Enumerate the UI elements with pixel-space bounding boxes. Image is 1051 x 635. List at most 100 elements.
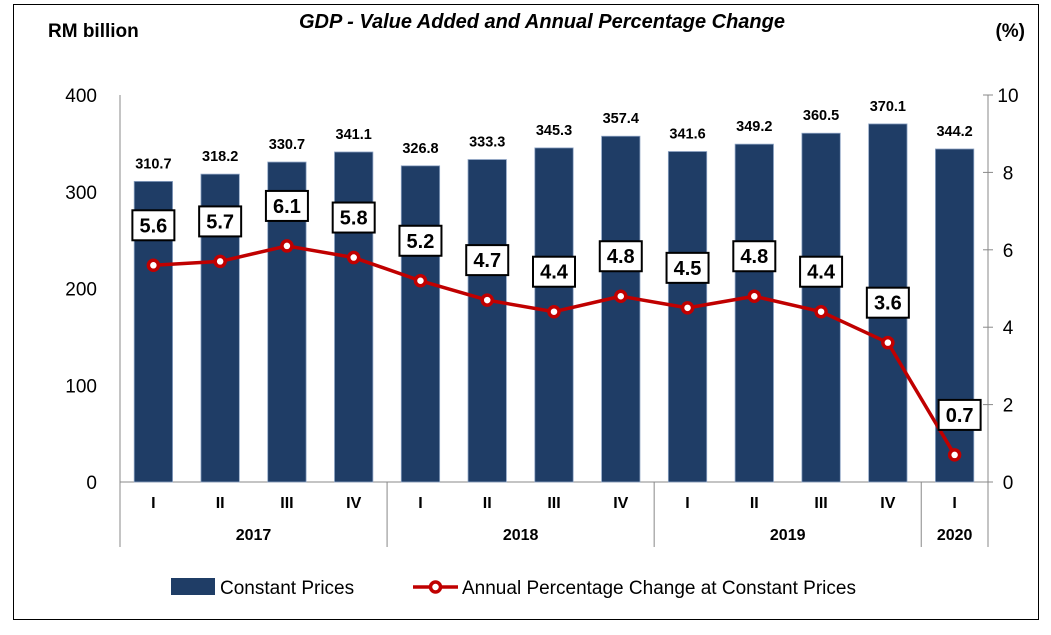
category-tick-label: I [418, 495, 422, 512]
line-value-label: 4.4 [540, 262, 569, 284]
line-marker [146, 258, 161, 273]
line-value-label: 5.6 [139, 215, 167, 237]
category-tick-label: III [547, 495, 560, 512]
bar [400, 165, 441, 483]
line-value-label: 4.5 [674, 258, 702, 280]
category-tick-label: IV [613, 495, 628, 512]
bar-value-label: 370.1 [870, 99, 906, 115]
category-tick-label: II [216, 495, 225, 512]
line-value-label-box [937, 398, 982, 431]
line-value-label: 3.6 [874, 293, 902, 315]
legend-label-annual-change: Annual Percentage Change at Constant Pri… [462, 578, 856, 599]
line-marker [614, 289, 628, 303]
line-value-label-box [131, 209, 176, 242]
right-axis-tick-label: 4 [1003, 318, 1014, 339]
line-value-label: 5.2 [407, 231, 435, 253]
bar-value-label: 330.7 [269, 137, 305, 153]
bar-value-label: 310.7 [135, 156, 171, 172]
category-tick-label: I [952, 495, 956, 512]
line-marker [280, 239, 294, 253]
bar-value-label: 360.5 [803, 108, 839, 124]
bar [467, 159, 507, 483]
line-value-label-box [465, 244, 510, 277]
left-axis-tick-label: 100 [65, 376, 97, 397]
y-axis-label: RM billion [48, 21, 139, 42]
legend: Constant Prices Annual Percentage Change… [171, 578, 856, 599]
category-tick-label: I [685, 495, 689, 512]
bar [334, 151, 374, 483]
bar-value-label: 344.2 [936, 124, 972, 140]
category-tick-label: III [280, 495, 293, 512]
line-value-label: 5.7 [206, 211, 234, 233]
bar-value-label: 349.2 [736, 119, 772, 135]
left-axis-tick-label: 400 [65, 86, 97, 107]
line-marker [814, 304, 828, 319]
line-value-label-box [198, 205, 243, 238]
left-axis-tick-label: 200 [65, 280, 97, 301]
bar-value-label: 333.3 [469, 135, 505, 151]
right-axis-tick-label: 8 [1003, 163, 1014, 184]
legend-label-constant-prices: Constant Prices [220, 578, 354, 599]
line-marker [680, 301, 695, 315]
line-value-label: 4.7 [473, 250, 501, 272]
line-marker [480, 293, 494, 307]
bar-labels: 310.7 318.2 330.7 341.1 326.8 333.3 345.3 357.4… [135, 99, 973, 172]
line-marker [413, 274, 428, 288]
line-value-label: 6.1 [273, 196, 301, 218]
year-label: 2020 [937, 527, 973, 544]
right-axis-tick-label: 0 [1003, 473, 1014, 494]
right-axis-tick-label: 10 [997, 86, 1018, 107]
year-label: 2019 [770, 527, 806, 544]
bar-value-label: 341.6 [669, 127, 705, 143]
right-axis-tick-label: 2 [1003, 396, 1014, 417]
bar [667, 151, 708, 483]
line-value-label-box [532, 255, 576, 288]
line-value-label: 5.8 [340, 208, 368, 230]
category-tick-label: II [750, 495, 759, 512]
line-value-label-box [732, 240, 777, 273]
line-value-label-box [398, 224, 443, 257]
line-marker [947, 448, 962, 462]
line-value-label: 0.7 [946, 405, 974, 427]
right-axis-tick-label: 6 [1003, 241, 1014, 262]
category-tick-label: IV [346, 495, 361, 512]
line-value-label-box [799, 255, 844, 288]
line-value-label-box [665, 251, 710, 284]
line-labels: 5.6 5.7 6.1 5.8 5.2 4.7 4.4 4.8 4.5 4.8 4.4 3.6 0.7 [131, 189, 982, 431]
line-marker [881, 335, 895, 350]
year-label: 2017 [236, 527, 272, 544]
line-value-label-box [331, 201, 376, 234]
bar [734, 143, 774, 483]
line-value-label-box [865, 286, 910, 319]
line-value-label: 4.8 [740, 246, 768, 268]
bar-value-label: 341.1 [336, 127, 372, 143]
year-label: 2018 [503, 527, 539, 544]
left-axis-tick-label: 300 [65, 183, 97, 204]
legend-swatch-marker [428, 580, 443, 594]
line-series [146, 239, 962, 462]
category-tick-label: IV [880, 495, 895, 512]
bar-value-label: 318.2 [202, 149, 238, 165]
line-marker [547, 304, 561, 319]
bar-value-label: 357.4 [603, 111, 639, 127]
line-marker [346, 250, 361, 265]
chart-title: GDP - Value Added and Annual Percentage … [299, 11, 785, 33]
legend-swatch-constant-prices [171, 578, 215, 595]
category-tick-label: II [483, 495, 492, 512]
bar-series [133, 123, 975, 483]
line-value-label-box [598, 240, 643, 273]
line-value-label: 4.8 [607, 246, 635, 268]
line-marker [213, 254, 227, 269]
category-tick-label: III [814, 495, 827, 512]
y2-axis-label: (%) [995, 21, 1025, 42]
left-axis-tick-label: 0 [86, 473, 97, 494]
line-value-label: 4.4 [807, 262, 836, 284]
bar-value-label: 345.3 [536, 123, 572, 139]
category-tick-label: I [151, 495, 155, 512]
bar [601, 135, 641, 483]
line-value-label-box [264, 189, 309, 222]
line-marker [747, 289, 762, 303]
bar-value-label: 326.8 [402, 141, 438, 157]
